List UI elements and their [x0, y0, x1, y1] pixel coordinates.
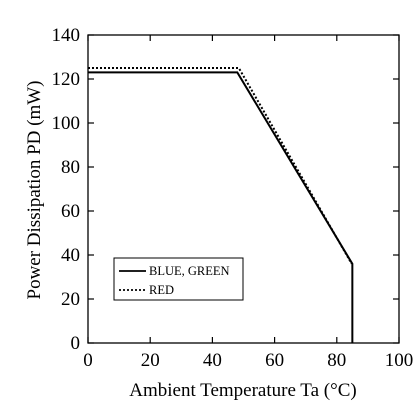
legend: BLUE, GREEN RED: [113, 257, 244, 301]
series-line-red: [88, 67, 353, 265]
legend-label-red: RED: [149, 283, 174, 297]
tick-labels: 0 20 40 60 80 100 0 20 40 60 80 100 120 140: [52, 25, 414, 371]
y-tick-label: 80: [61, 157, 80, 178]
series-lines: [88, 67, 354, 343]
x-axis-title: Ambient Temperature Ta (°C): [129, 380, 356, 401]
y-tick-label: 0: [71, 333, 81, 354]
legend-box: [113, 257, 244, 301]
x-tick-label: 0: [83, 350, 93, 371]
y-tick-label: 60: [61, 201, 80, 222]
plot-frame: [87, 34, 400, 344]
y-tick-label: 40: [61, 245, 80, 266]
x-tick-label: 100: [385, 350, 414, 371]
tick-marks: [87, 34, 400, 344]
x-tick-label: 20: [141, 350, 160, 371]
x-tick-label: 40: [203, 350, 222, 371]
y-tick-label: 100: [52, 113, 81, 134]
y-axis-title: Power Dissipation PD (mW): [24, 80, 45, 299]
x-tick-label: 60: [265, 350, 284, 371]
series-line-blue-green: [88, 71, 354, 343]
y-tick-label: 140: [52, 25, 81, 46]
x-tick-label: 80: [327, 350, 346, 371]
y-tick-label: 20: [61, 289, 80, 310]
legend-label-blue-green: BLUE, GREEN: [149, 264, 230, 278]
y-tick-label: 120: [52, 69, 81, 90]
